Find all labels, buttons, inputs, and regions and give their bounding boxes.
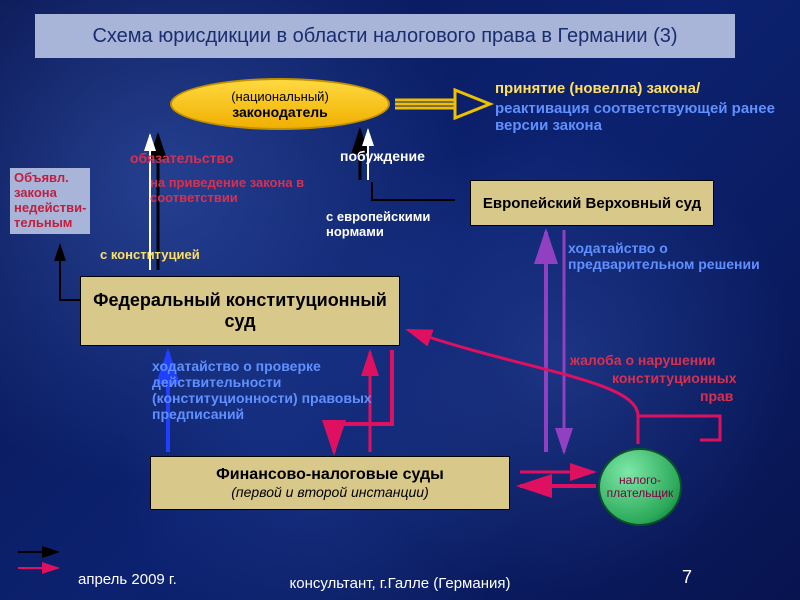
label-adoption1: принятие (новелла) закона/ — [495, 80, 795, 97]
label-validity: ходатайство о проверке действительности … — [152, 358, 392, 422]
label-motivation: побуждение — [340, 148, 425, 164]
label-compliance1: на приведение закона в соответствии — [150, 176, 320, 206]
title-bar: Схема юрисдикции в области налогового пр… — [35, 14, 735, 58]
page-title: Схема юрисдикции в области налогового пр… — [92, 25, 677, 48]
label-violation1: жалоба о нарушении — [570, 352, 790, 368]
footer-page: 7 — [682, 567, 692, 588]
label-obligation: обязательство — [130, 150, 234, 166]
label-const-line: с конституцией — [100, 248, 200, 263]
node-taxpayer: налого-плательщик — [598, 448, 682, 526]
footer-author: консультант, г.Галле (Германия) — [280, 575, 520, 592]
note-declare-invalid: Объявл. закона недействи-тельным — [10, 168, 90, 234]
arrow-violation — [638, 416, 720, 444]
node-euro-court: Европейский Верховный суд — [470, 180, 714, 226]
label-violation3: прав — [700, 388, 733, 404]
arrow-motivation — [360, 130, 455, 200]
node-const-court: Федеральный конституционный суд — [80, 276, 400, 346]
footer-date: апрель 2009 г. — [78, 571, 177, 588]
node-fin-courts: Финансово-налоговые суды (первой и второ… — [150, 456, 510, 510]
label-prelim: ходатайство о предварительном решении — [568, 240, 768, 272]
label-compliance2: с европейскими нормами — [326, 210, 476, 240]
node-legislator: (национальный) законодатель — [170, 78, 390, 130]
arrow-to-adoption — [395, 90, 490, 118]
label-adoption2: реактивация соответствующей ранее версии… — [495, 100, 795, 135]
label-violation2: конституционных — [612, 370, 737, 386]
